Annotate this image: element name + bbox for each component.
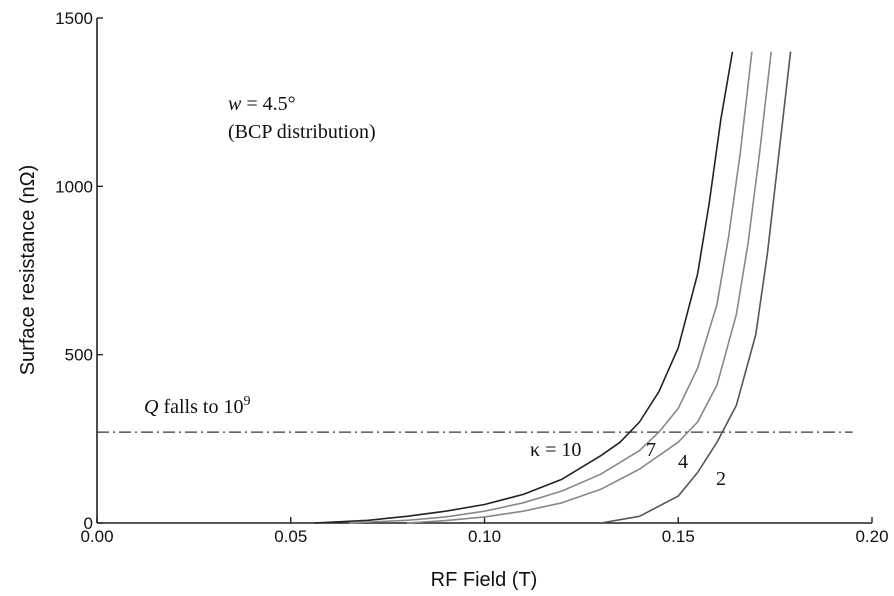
x-tick-label-2: 0.10 (468, 527, 501, 546)
y-tick-label-3: 1500 (55, 9, 93, 28)
parameter-symbol: w (228, 93, 242, 115)
series-label-2: 2 (716, 468, 726, 490)
threshold-annotation: Q falls to 109 (144, 394, 250, 418)
parameter-value: = 4.5° (241, 93, 295, 115)
tick-labels: 0.00 0.05 0.10 0.15 0.20 0 500 1000 1500 (55, 9, 888, 546)
threshold-text: falls to 10 (158, 396, 243, 418)
distribution-annotation: (BCP distribution) (228, 121, 376, 143)
series-curve-1 (348, 51, 753, 524)
x-tick-label-1: 0.05 (274, 527, 307, 546)
parameter-annotation: w = 4.5° (228, 93, 296, 115)
threshold-prefix: Q (144, 396, 159, 418)
series-curve-3 (600, 51, 792, 524)
series-label-kappa-10: κ = 10 (530, 439, 581, 461)
axis-ticks (96, 17, 873, 524)
series-label-4: 4 (678, 451, 688, 473)
series-label-7: 7 (646, 439, 656, 461)
series-layer (313, 51, 792, 524)
y-tick-label-2: 1000 (55, 177, 93, 196)
x-tick-label-4: 0.20 (855, 527, 888, 546)
series-curve-0 (313, 51, 734, 524)
x-axis-title: RF Field (T) (431, 569, 538, 591)
series-curve-2 (406, 51, 772, 524)
x-tick-label-0: 0.00 (80, 527, 113, 546)
y-tick-label-1: 500 (65, 346, 93, 365)
y-tick-label-0: 0 (84, 514, 93, 533)
y-axis-title: Surface resistance (nΩ) (17, 165, 39, 376)
threshold-exponent: 9 (243, 394, 250, 409)
x-tick-label-3: 0.15 (662, 527, 695, 546)
